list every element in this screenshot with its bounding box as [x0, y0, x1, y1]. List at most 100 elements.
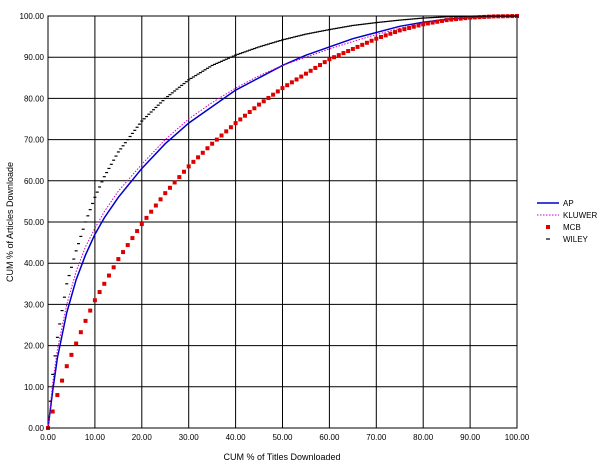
data-point-mcb: [374, 36, 379, 41]
data-point-mcb: [332, 55, 337, 60]
data-point-mcb: [327, 57, 332, 62]
data-point-mcb: [458, 16, 463, 21]
data-point-mcb: [411, 24, 416, 29]
data-point-mcb: [50, 409, 55, 414]
y-tick-label: 20.00: [24, 342, 45, 351]
data-point-mcb: [135, 229, 140, 234]
data-point-mcb: [289, 80, 294, 85]
x-axis-title: CUM % of Titles Downloaded: [223, 452, 340, 462]
y-tick-label: 80.00: [24, 94, 45, 103]
data-point-mcb: [238, 117, 243, 122]
data-point-mcb: [308, 68, 313, 73]
data-point-mcb: [102, 281, 107, 286]
data-point-mcb: [439, 18, 444, 23]
data-point-mcb: [106, 273, 111, 278]
data-point-mcb: [336, 53, 341, 58]
x-tick-label: 70.00: [366, 433, 387, 442]
data-point-mcb: [130, 236, 135, 241]
data-point-mcb: [261, 99, 266, 104]
data-point-mcb: [341, 51, 346, 56]
data-point-mcb: [74, 341, 79, 346]
data-point-mcb: [233, 121, 238, 126]
data-point-mcb: [271, 92, 276, 97]
grid-lines: [47, 15, 518, 429]
data-point-mcb: [364, 40, 369, 45]
data-point-mcb: [121, 250, 126, 255]
data-point-mcb: [191, 159, 196, 164]
data-point-mcb: [205, 146, 210, 151]
x-tick-label: 60.00: [319, 433, 340, 442]
x-tick-label: 40.00: [226, 433, 247, 442]
data-point-mcb: [214, 137, 219, 142]
x-tick-label: 50.00: [272, 433, 293, 442]
x-tick-label: 0.00: [40, 433, 56, 442]
data-point-mcb: [125, 243, 130, 248]
data-point-mcb: [402, 27, 407, 32]
data-point-mcb: [78, 330, 83, 335]
legend-label: MCB: [563, 223, 581, 232]
y-tick-label: 50.00: [24, 218, 45, 227]
x-tick-label: 100.00: [505, 433, 530, 442]
data-point-mcb: [421, 22, 426, 27]
data-point-mcb: [477, 15, 482, 20]
series-line-kluwer: [47, 15, 518, 429]
legend-item-mcb: MCB: [546, 223, 581, 232]
data-point-mcb: [294, 77, 299, 82]
data-point-mcb: [322, 60, 327, 65]
y-tick-label: 90.00: [24, 53, 45, 62]
y-tick-label: 30.00: [24, 300, 45, 309]
x-tick-label: 30.00: [179, 433, 200, 442]
data-point-mcb: [224, 129, 229, 134]
data-point-mcb: [163, 191, 168, 196]
data-point-mcb: [247, 109, 252, 114]
data-point-mcb: [275, 89, 280, 94]
data-point-mcb: [407, 25, 412, 30]
x-tick-label: 10.00: [85, 433, 106, 442]
legend-label: WILEY: [563, 235, 589, 244]
series-kluwer: [47, 15, 518, 429]
data-point-mcb: [139, 222, 144, 227]
data-point-mcb: [430, 20, 435, 25]
y-tick-labels: 0.00 10.00 20.00 30.00 40.00 50.00 60.00 70.00 8…: [20, 12, 45, 433]
data-point-mcb: [285, 83, 290, 88]
legend-label: AP: [563, 199, 574, 208]
x-tick-label: 80.00: [413, 433, 434, 442]
data-point-mcb: [397, 28, 402, 33]
legend-label: KLUWER: [563, 211, 597, 220]
data-point-mcb: [158, 197, 163, 202]
data-point-mcb: [463, 16, 468, 21]
data-point-mcb: [252, 106, 257, 111]
data-point-mcb: [360, 42, 365, 47]
data-point-mcb: [210, 141, 215, 146]
series-wiley: [46, 15, 519, 429]
data-point-mcb: [378, 35, 383, 40]
data-point-mcb: [454, 17, 459, 22]
data-point-mcb: [425, 21, 430, 26]
data-point-mcb: [186, 164, 191, 169]
data-point-mcb: [266, 95, 271, 100]
y-axis-title: CUM % of Articles Downloade: [5, 162, 15, 282]
legend-swatch: [546, 225, 550, 229]
data-point-mcb: [257, 102, 262, 107]
data-point-mcb: [444, 18, 449, 23]
data-point-mcb: [88, 308, 93, 313]
data-point-mcb: [92, 298, 97, 303]
data-point-mcb: [388, 31, 393, 36]
x-tick-label: 90.00: [460, 433, 481, 442]
data-point-mcb: [219, 133, 224, 138]
data-point-mcb: [116, 257, 121, 262]
data-point-mcb: [55, 393, 60, 398]
data-point-mcb: [393, 30, 398, 35]
y-tick-label: 70.00: [24, 136, 45, 145]
data-point-mcb: [346, 49, 351, 54]
data-point-mcb: [355, 44, 360, 49]
data-point-mcb: [153, 203, 158, 208]
legend-item-ap: AP: [537, 199, 574, 208]
legend-item-kluwer: KLUWER: [537, 211, 597, 220]
data-point-mcb: [83, 318, 88, 323]
y-tick-label: 60.00: [24, 177, 45, 186]
data-point-mcb: [299, 74, 304, 79]
data-point-mcb: [416, 23, 421, 28]
data-point-mcb: [182, 169, 187, 174]
